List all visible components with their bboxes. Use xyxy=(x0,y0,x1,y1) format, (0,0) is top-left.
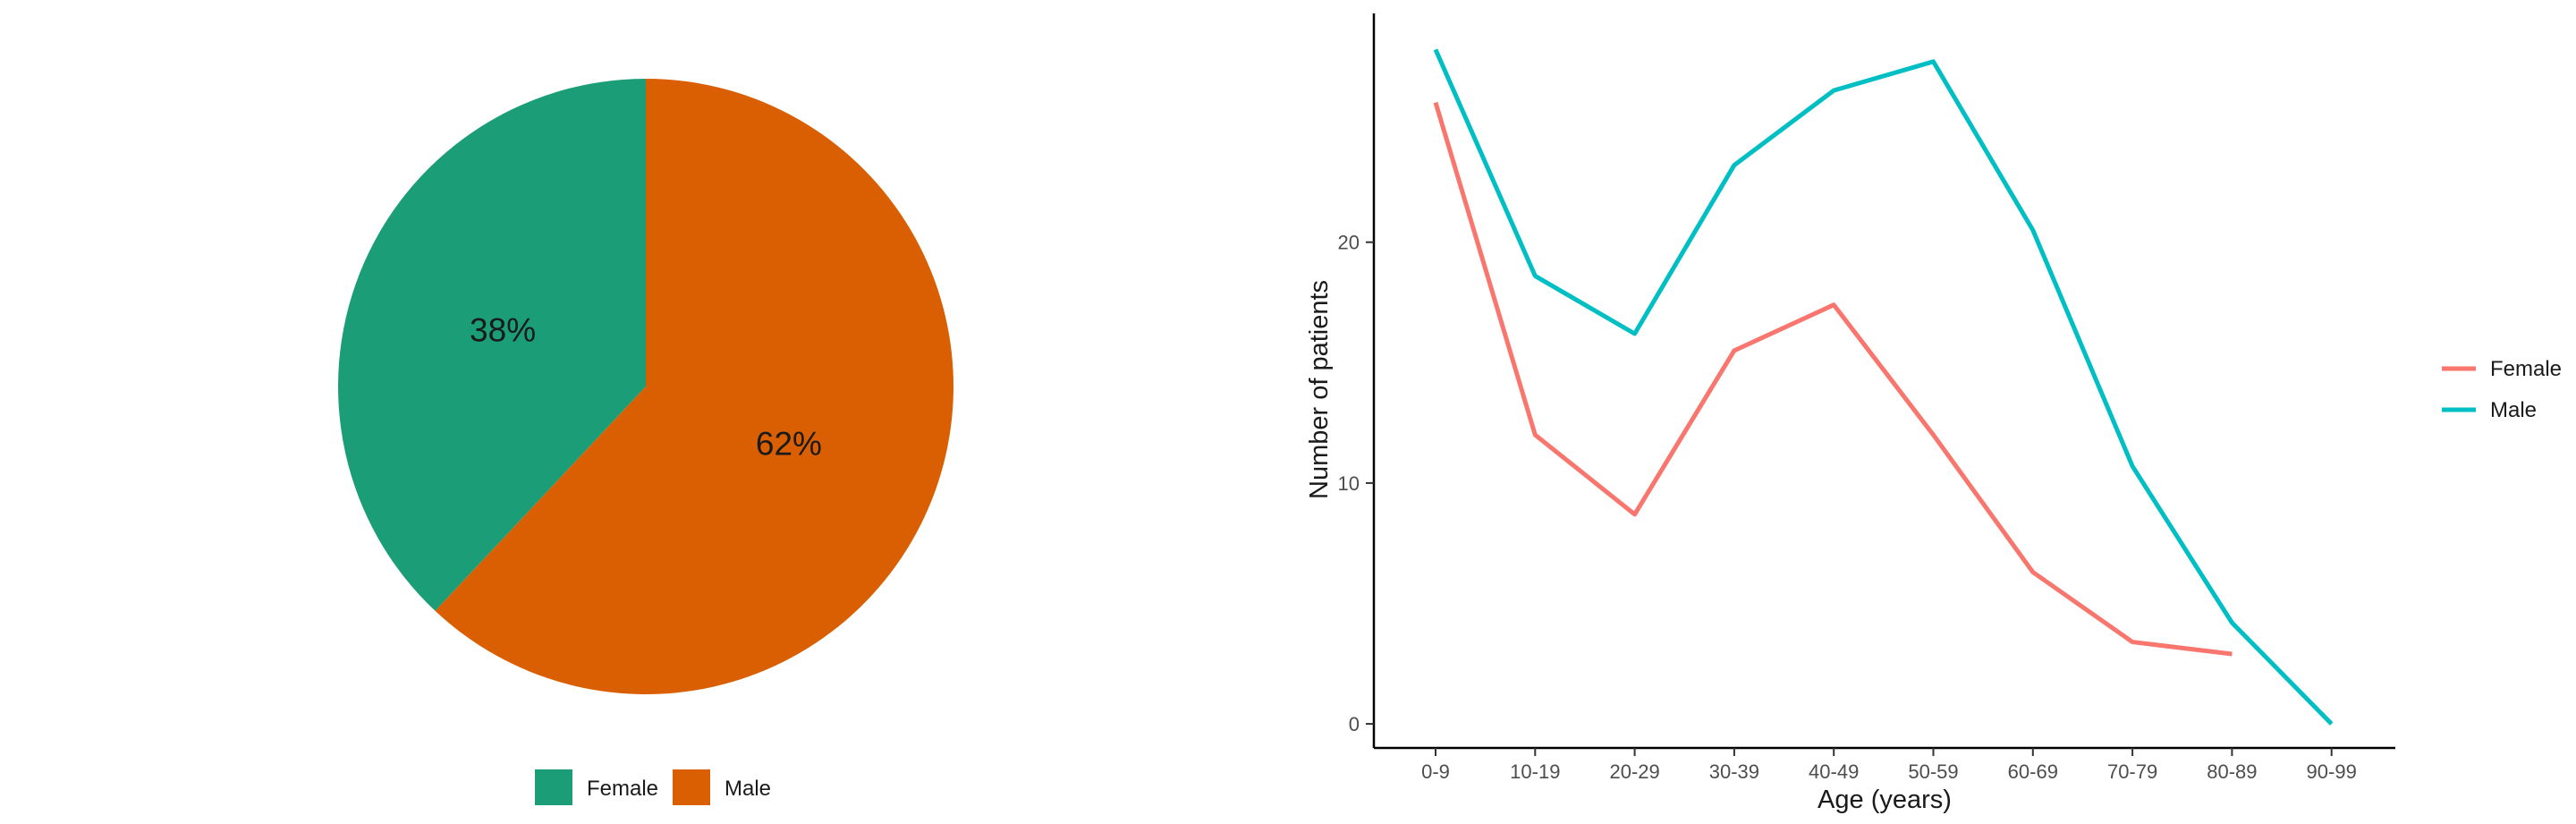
axes xyxy=(1372,13,2395,750)
pie-slice-male xyxy=(435,79,953,694)
legend-swatch-female xyxy=(535,769,572,805)
x-tick-label: 90-99 xyxy=(2307,760,2357,783)
pie-slice-label: 62% xyxy=(756,425,822,462)
x-tick-label: 20-29 xyxy=(1609,760,1659,783)
x-axis-title: Age (years) xyxy=(1818,786,1952,814)
series-line-male xyxy=(1433,48,2334,726)
y-tick-label: 0 xyxy=(1349,713,1360,735)
legend-label: Female xyxy=(587,777,658,801)
series-lines xyxy=(1433,48,2334,726)
pie-slices xyxy=(338,79,953,694)
y-tick-label: 10 xyxy=(1338,472,1360,495)
y-axis-title: Number of patients xyxy=(1305,280,1334,499)
legend-label: Male xyxy=(2490,398,2537,422)
pie-labels: 38% 62% xyxy=(470,312,822,463)
x-tick-label: 60-69 xyxy=(2008,760,2058,783)
x-tick-label: 50-59 xyxy=(1908,760,1958,783)
x-tick-label: 10-19 xyxy=(1510,760,1560,783)
legend-label: Female xyxy=(2490,357,2562,381)
legend-swatch-male xyxy=(673,769,710,805)
y-tick-label: 20 xyxy=(1338,232,1360,254)
x-ticks: 0-9 10-19 20-29 30-39 40-49 50-59 60-69 70-79 80… xyxy=(1421,748,2357,783)
pie-slice-label: 38% xyxy=(470,312,536,349)
x-tick-label: 80-89 xyxy=(2207,760,2257,783)
x-tick-label: 40-49 xyxy=(1809,760,1859,783)
series-line-female xyxy=(1433,101,2233,657)
x-tick-label: 0-9 xyxy=(1421,760,1450,783)
x-tick-label: 30-39 xyxy=(1709,760,1759,783)
pie-legend: Female Male xyxy=(535,769,771,805)
x-tick-label: 70-79 xyxy=(2107,760,2157,783)
line-legend: Female Male xyxy=(2442,357,2562,422)
pie-chart: 38% 62% Female Male xyxy=(338,79,953,805)
y-ticks: 0 10 20 xyxy=(1338,232,1374,735)
legend-label: Male xyxy=(724,777,771,801)
pie-slice-female xyxy=(338,79,646,611)
